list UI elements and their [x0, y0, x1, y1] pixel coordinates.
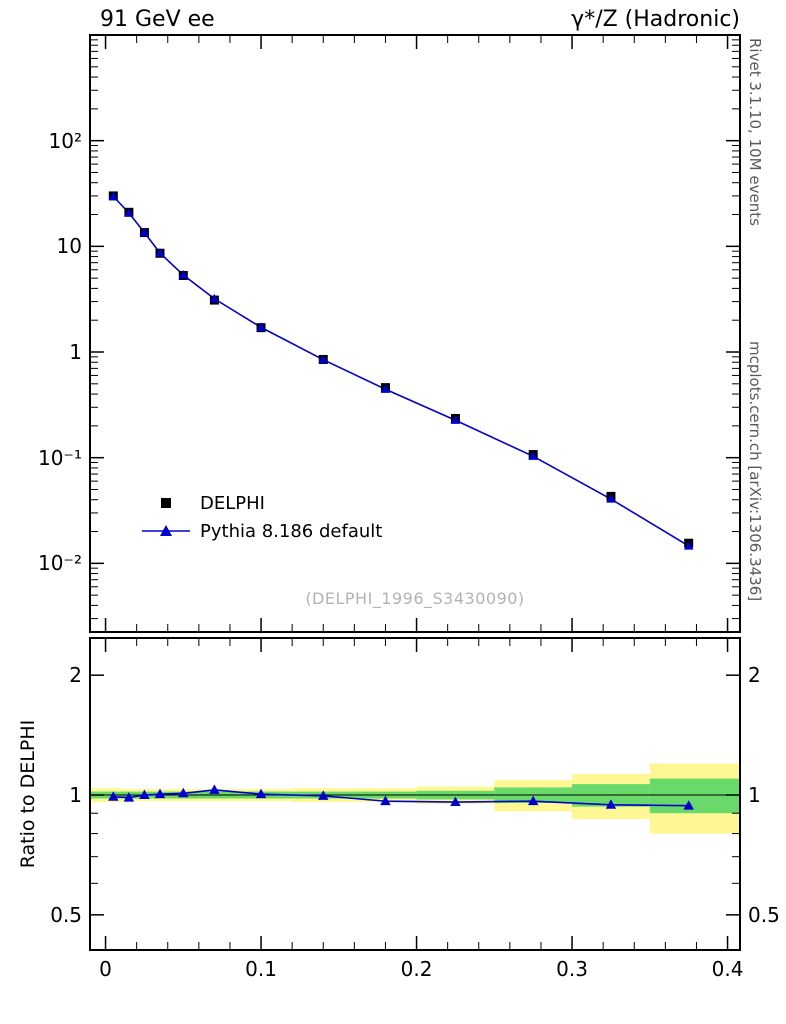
legend-item-delphi: DELPHI — [142, 489, 382, 517]
ratio-y-tick-label-left: 2 — [69, 663, 82, 688]
rivet-version-note: Rivet 3.1.10, 10M events — [746, 38, 764, 226]
ratio-y-tick-label-left: 0.5 — [50, 902, 82, 927]
panel-frames — [89, 34, 741, 951]
pythia-markers — [108, 191, 694, 550]
x-tick-label: 0 — [99, 957, 112, 981]
ratio-y-tick-label-right: 0.5 — [748, 902, 780, 927]
ratio-series-pythia — [108, 784, 694, 810]
main-y-tick-label: 10⁻¹ — [37, 445, 82, 470]
x-tick-label: 0.4 — [711, 957, 744, 981]
ratio-y-tick-label-left: 1 — [69, 783, 82, 808]
axis-ticks — [90, 35, 740, 950]
x-tick-label: 0.2 — [400, 957, 433, 981]
main-y-tick-label: 10⁻² — [37, 551, 82, 576]
legend-item-pythia: Pythia 8.186 default — [142, 517, 382, 545]
mcplots-credit-note: mcplots.cern.ch [arXiv:1306.3436] — [746, 341, 764, 602]
x-tick-label: 0.1 — [245, 957, 277, 981]
main-y-tick-label: 1 — [69, 340, 82, 364]
ratio-axis-title: Ratio to DELPHI — [17, 719, 39, 869]
process-title: γ*/Z (Hadronic) — [571, 7, 740, 32]
main-y-tick-label: 10² — [48, 128, 82, 153]
x-tick-label: 0.3 — [556, 957, 588, 981]
ratio-y-tick-label-right: 2 — [748, 663, 761, 688]
pythia-marker-icon — [142, 523, 190, 539]
legend: DELPHI Pythia 8.186 default — [142, 489, 382, 545]
delphi-marker-icon — [142, 496, 190, 510]
beam-energy-title: 91 GeV ee — [100, 7, 215, 32]
analysis-watermark: (DELPHI_1996_S3430090) — [305, 589, 525, 608]
legend-label-delphi: DELPHI — [200, 492, 265, 514]
legend-label-pythia: Pythia 8.186 default — [200, 520, 383, 542]
ratio-y-tick-label-right: 1 — [748, 783, 761, 808]
main-y-tick-label: 10 — [56, 234, 82, 259]
